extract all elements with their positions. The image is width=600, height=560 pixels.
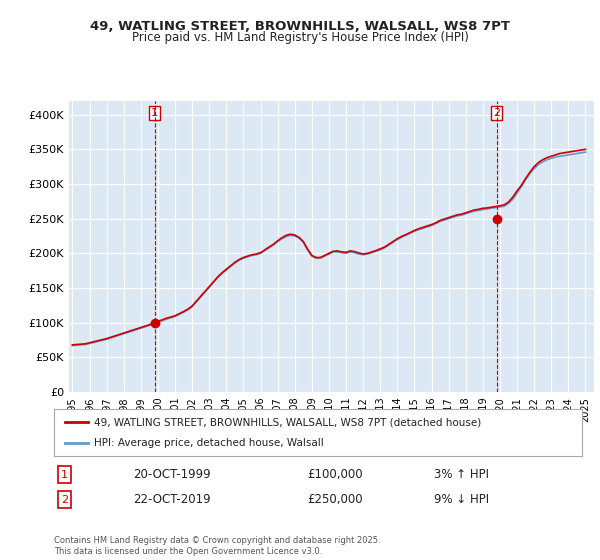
Text: £100,000: £100,000	[307, 468, 363, 481]
Text: 9% ↓ HPI: 9% ↓ HPI	[434, 493, 489, 506]
Text: 49, WATLING STREET, BROWNHILLS, WALSALL, WS8 7PT: 49, WATLING STREET, BROWNHILLS, WALSALL,…	[90, 20, 510, 32]
Text: 1: 1	[151, 108, 158, 118]
Text: 2: 2	[61, 495, 68, 505]
Text: Contains HM Land Registry data © Crown copyright and database right 2025.
This d: Contains HM Land Registry data © Crown c…	[54, 536, 380, 556]
Text: £250,000: £250,000	[307, 493, 363, 506]
Text: 22-OCT-2019: 22-OCT-2019	[133, 493, 211, 506]
Text: 2: 2	[493, 108, 500, 118]
Text: 49, WATLING STREET, BROWNHILLS, WALSALL, WS8 7PT (detached house): 49, WATLING STREET, BROWNHILLS, WALSALL,…	[94, 417, 481, 427]
Text: 20-OCT-1999: 20-OCT-1999	[133, 468, 211, 481]
Text: 1: 1	[61, 470, 68, 479]
Text: HPI: Average price, detached house, Walsall: HPI: Average price, detached house, Wals…	[94, 438, 323, 448]
Text: Price paid vs. HM Land Registry's House Price Index (HPI): Price paid vs. HM Land Registry's House …	[131, 31, 469, 44]
Text: 3% ↑ HPI: 3% ↑ HPI	[434, 468, 489, 481]
